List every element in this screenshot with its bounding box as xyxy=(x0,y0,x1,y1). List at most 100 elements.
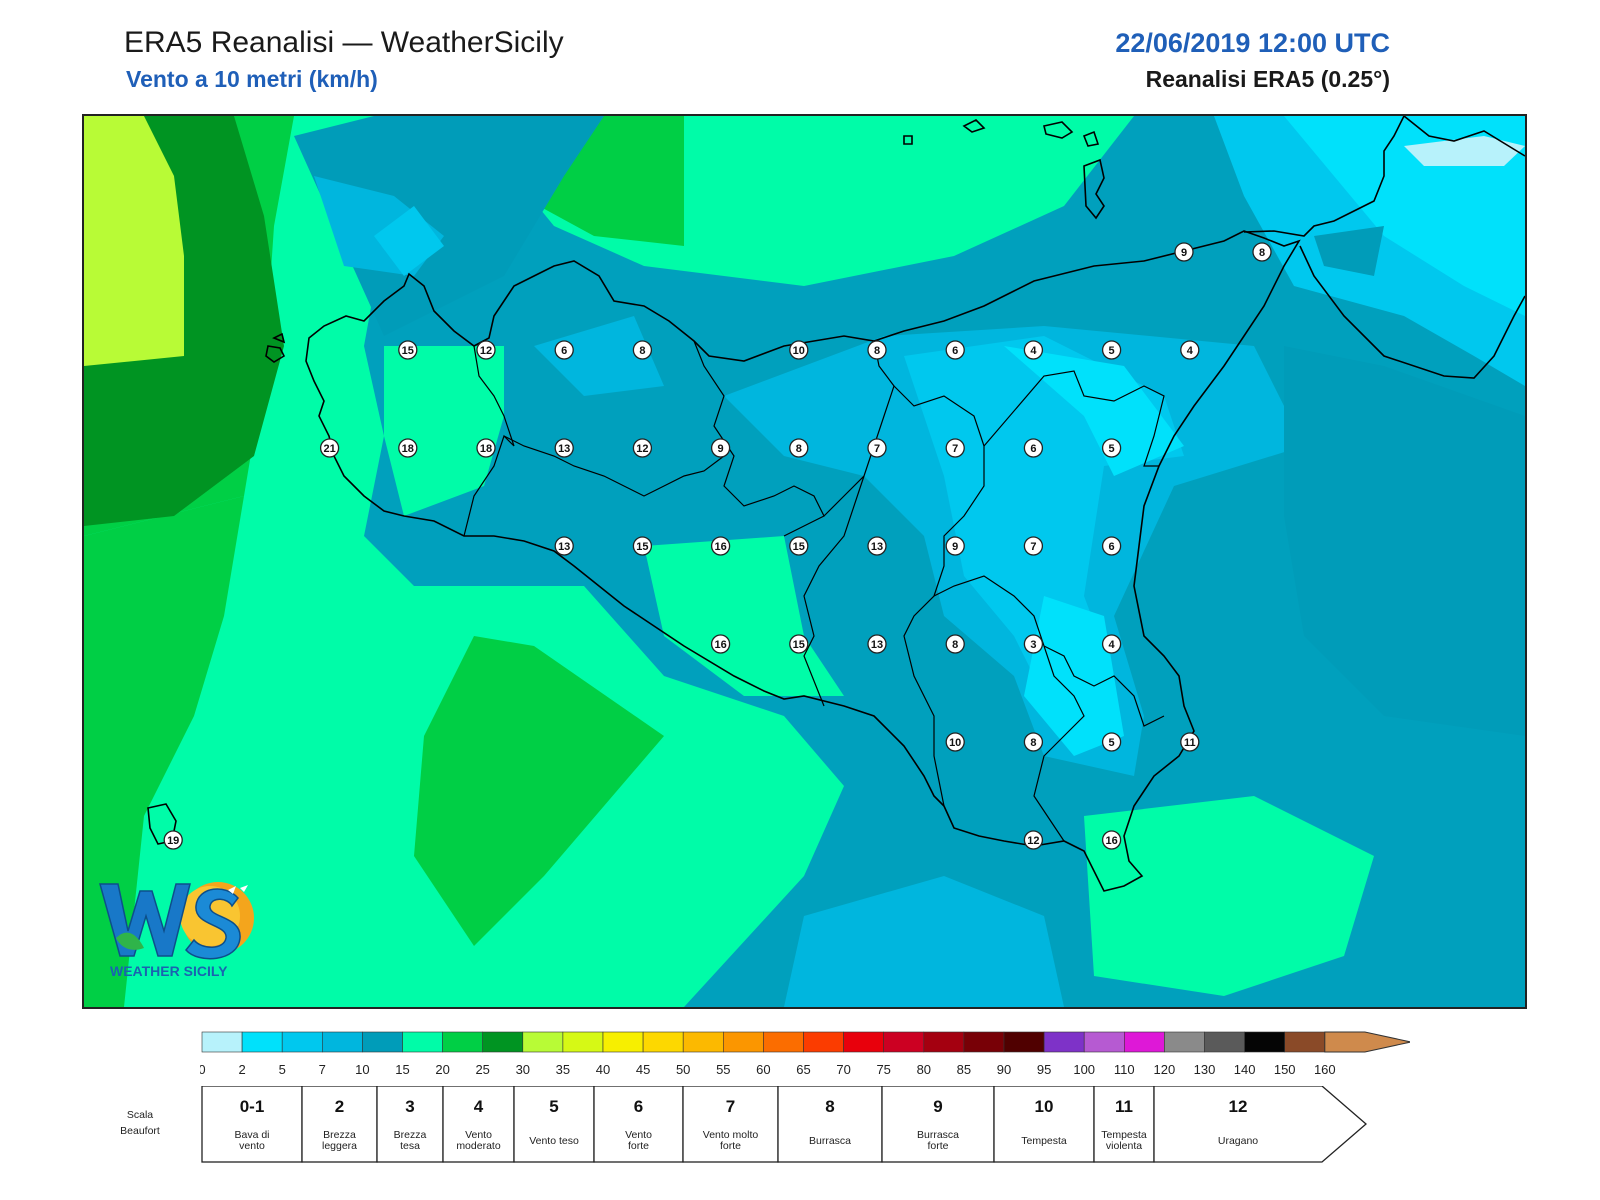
colorbar-swatches xyxy=(201,1031,1410,1053)
station-value: 13 xyxy=(558,541,570,553)
station-marker: 15 xyxy=(398,340,418,360)
station-marker: 16 xyxy=(710,634,731,654)
station-marker: 5 xyxy=(1101,340,1122,360)
beaufort-force: 12 xyxy=(1229,1097,1248,1116)
beaufort-description: Tempesta xyxy=(1021,1135,1067,1147)
colorbar-tick-label: 70 xyxy=(836,1062,850,1077)
beaufort-box: 4 Vento moderato xyxy=(442,1086,515,1163)
colorbar-ticks: 0 2 5 7 10 15 20 25 30 35 40 45 50 55 60 65 70 75 80 85 90 95… xyxy=(200,1062,1336,1077)
data-source: Reanalisi ERA5 (0.25°) xyxy=(1145,66,1390,92)
colorbar-tick-label: 140 xyxy=(1234,1062,1256,1077)
wind-speed-colorbar: 0 2 5 7 10 15 20 25 30 35 40 45 50 55 60 65 70 75 80 85 90 95… xyxy=(200,1031,1410,1077)
station-marker: 8 xyxy=(789,438,809,458)
wind-map: 15 12 6 8 10 8 6 4 5 4 9 8 21 18 18 13 12 9 8 7 7 6 5 13 15 16 15 1… xyxy=(82,114,1527,1009)
station-value: 4 xyxy=(1187,345,1194,357)
station-value: 5 xyxy=(1109,443,1115,455)
station-value: 16 xyxy=(714,639,726,651)
wind-zones xyxy=(84,116,1525,1007)
station-value: 16 xyxy=(714,541,726,553)
station-marker: 13 xyxy=(554,536,574,556)
station-marker: 13 xyxy=(554,438,574,458)
beaufort-force: 6 xyxy=(634,1097,643,1116)
colorbar-tick-label: 85 xyxy=(957,1062,971,1077)
station-marker: 21 xyxy=(319,438,340,458)
station-marker: 15 xyxy=(789,536,809,556)
beaufort-force: 0-1 xyxy=(240,1097,265,1116)
colorbar-swatch xyxy=(562,1031,604,1053)
weathersicily-logo: WEATHER SICILY xyxy=(98,876,258,986)
colorbar-tick-label: 10 xyxy=(355,1062,369,1077)
station-marker: 7 xyxy=(1023,536,1044,556)
station-marker: 8 xyxy=(632,340,653,360)
station-value: 9 xyxy=(952,541,958,553)
station-value: 12 xyxy=(1027,835,1039,847)
colorbar-swatch xyxy=(763,1031,804,1053)
station-marker: 13 xyxy=(867,536,887,556)
station-marker: 7 xyxy=(945,438,965,458)
map-subtitle: Vento a 10 metri (km/h) xyxy=(126,66,378,92)
station-marker: 9 xyxy=(1174,242,1194,262)
colorbar-tick-label: 20 xyxy=(435,1062,449,1077)
colorbar-tick-label: 50 xyxy=(676,1062,690,1077)
colorbar-tick-label: 2 xyxy=(238,1062,245,1077)
station-marker: 6 xyxy=(1101,536,1122,556)
station-marker: 15 xyxy=(632,536,653,556)
beaufort-force: 10 xyxy=(1035,1097,1054,1116)
colorbar-tick-label: 30 xyxy=(516,1062,530,1077)
colorbar-swatch xyxy=(1123,1031,1165,1053)
beaufort-box: 8 Burrasca xyxy=(777,1086,883,1163)
colorbar-tick-label: 75 xyxy=(876,1062,890,1077)
beaufort-description: Tempesta violenta xyxy=(1101,1129,1147,1152)
colorbar-swatch xyxy=(803,1031,844,1053)
colorbar-swatch xyxy=(1204,1031,1245,1053)
station-value: 8 xyxy=(796,443,802,455)
station-value: 6 xyxy=(952,345,958,357)
station-value: 8 xyxy=(1259,247,1265,259)
beaufort-description: Burrasca forte xyxy=(917,1129,959,1152)
colorbar-swatch xyxy=(1003,1031,1045,1053)
station-value: 12 xyxy=(480,345,492,357)
station-value: 7 xyxy=(874,443,880,455)
station-marker: 5 xyxy=(1101,732,1122,752)
beaufort-box: 9 Burrasca forte xyxy=(881,1086,995,1163)
colorbar-swatch xyxy=(362,1031,403,1053)
colorbar-tick-label: 55 xyxy=(716,1062,730,1077)
station-value: 15 xyxy=(636,541,648,553)
station-marker: 12 xyxy=(476,340,496,360)
colorbar-tick-label: 130 xyxy=(1194,1062,1216,1077)
station-value: 10 xyxy=(949,737,961,749)
station-value: 9 xyxy=(1181,247,1187,259)
beaufort-box: 3 Brezza tesa xyxy=(376,1086,444,1163)
beaufort-force: 11 xyxy=(1115,1097,1133,1116)
station-value: 15 xyxy=(402,345,414,357)
colorbar-swatch xyxy=(402,1031,443,1053)
station-marker: 4 xyxy=(1101,634,1122,654)
station-value: 3 xyxy=(1030,639,1036,651)
colorbar-tick-label: 7 xyxy=(319,1062,326,1077)
map-datetime: 22/06/2019 12:00 UTC xyxy=(1115,28,1390,58)
station-value: 7 xyxy=(952,443,958,455)
beaufort-description: Vento moderato xyxy=(456,1129,501,1152)
colorbar-swatch xyxy=(482,1031,524,1053)
wind-field: 15 12 6 8 10 8 6 4 5 4 9 8 21 18 18 13 12 9 8 7 7 6 5 13 15 16 15 1… xyxy=(84,116,1525,1007)
colorbar-tick-label: 110 xyxy=(1114,1062,1135,1077)
colorbar-swatch xyxy=(602,1031,644,1053)
station-value: 6 xyxy=(1030,443,1036,455)
colorbar-swatch xyxy=(1244,1031,1285,1053)
station-marker: 8 xyxy=(1252,242,1272,262)
beaufort-boxes: 0-1 Bava di vento 2 Brezza leggera 3 Brezza tesa… xyxy=(201,1086,1367,1163)
colorbar-tick-label: 0 xyxy=(200,1062,206,1077)
station-value: 8 xyxy=(1030,737,1036,749)
beaufort-force: 7 xyxy=(726,1097,735,1116)
beaufort-box: 5 Vento teso xyxy=(513,1086,595,1163)
colorbar-tick-label: 150 xyxy=(1274,1062,1296,1077)
colorbar-tick-label: 5 xyxy=(279,1062,286,1077)
colorbar-swatch xyxy=(281,1031,323,1053)
station-marker: 8 xyxy=(867,340,887,360)
colorbar-swatch xyxy=(1164,1031,1205,1053)
beaufort-description: Vento forte xyxy=(625,1129,652,1152)
colorbar-swatch xyxy=(843,1031,884,1053)
station-marker: 18 xyxy=(476,438,496,458)
colorbar-tick-label: 100 xyxy=(1073,1062,1095,1077)
station-value: 8 xyxy=(952,639,958,651)
